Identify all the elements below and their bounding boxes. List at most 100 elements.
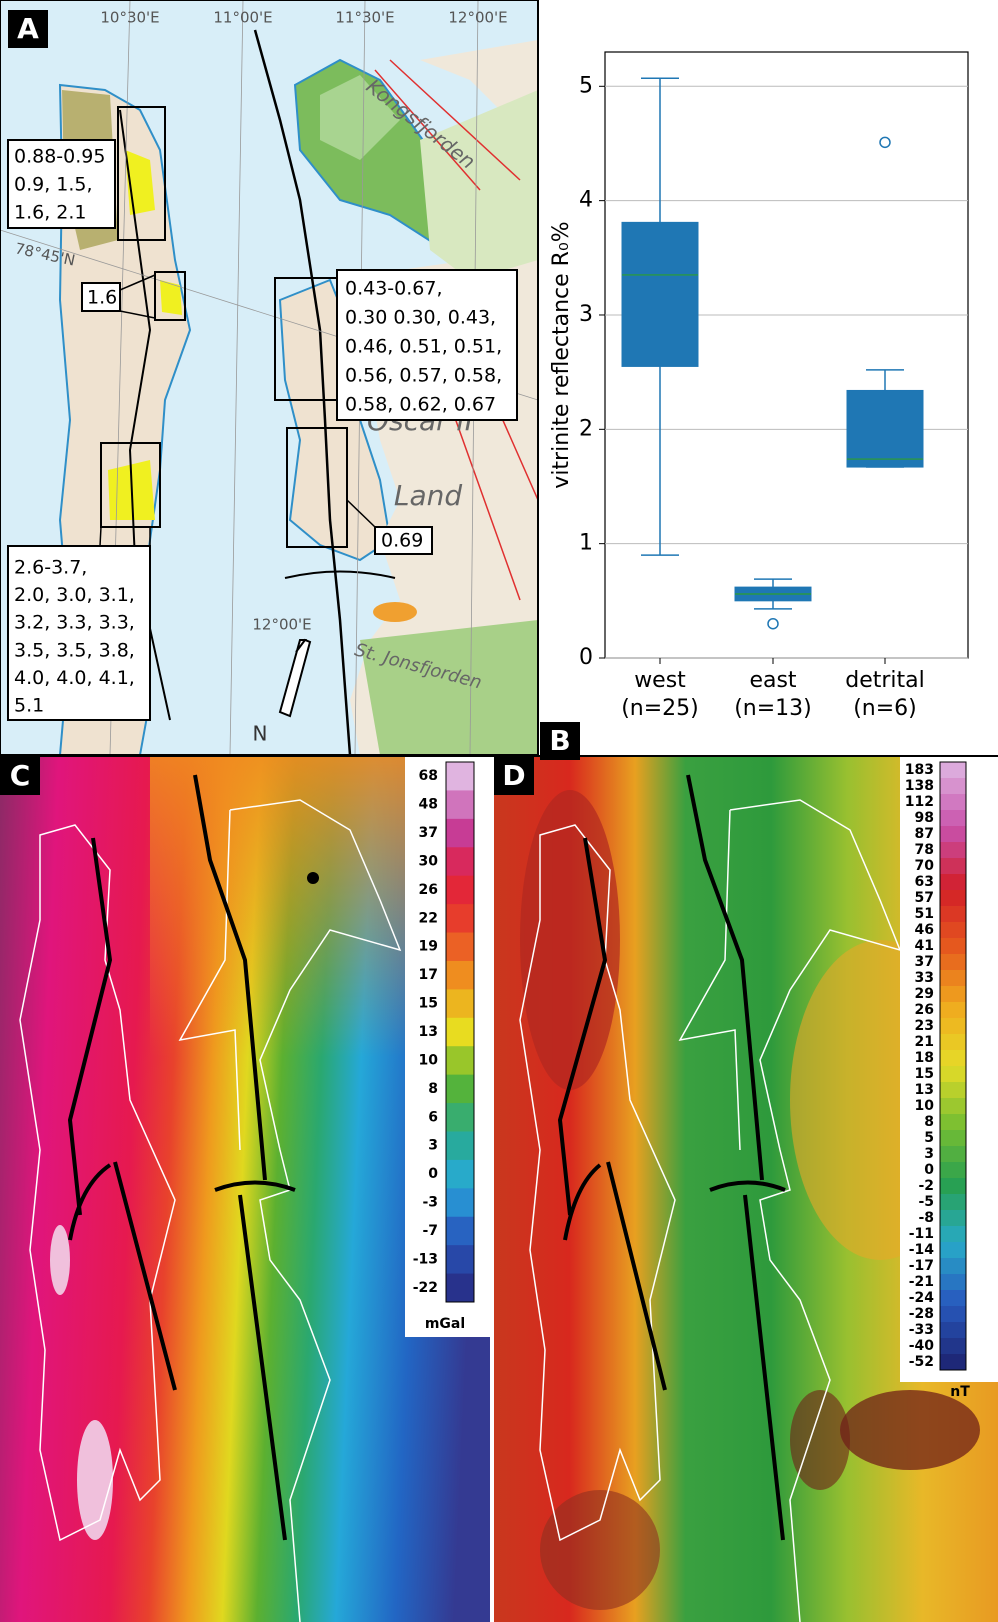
annotation-box [81, 282, 121, 312]
colorbar-cell [446, 818, 474, 848]
y-tick-label: 1 [579, 531, 593, 556]
colorbar-label: -21 [909, 1274, 934, 1290]
colorbar-label: -11 [909, 1226, 934, 1242]
colorbar-label: -22 [413, 1280, 438, 1296]
x-tick-label: (n=13) [734, 696, 812, 721]
colorbar-label: 78 [915, 842, 934, 858]
annotation-text: 0.58, 0.62, 0.67 [345, 394, 496, 416]
colorbar-label: 8 [924, 1114, 934, 1130]
colorbar-cell [940, 1194, 966, 1211]
y-tick-label: 0 [579, 645, 593, 670]
annotation-text: 0.88-0.95 [14, 146, 105, 168]
colorbar-frame [939, 761, 967, 1371]
geology-yellow [160, 280, 182, 315]
lon-label: 11°00'E [213, 9, 272, 27]
colorbar-label: 30 [419, 853, 439, 869]
colorbar-cell [940, 922, 966, 939]
colorbar-label: 15 [915, 1066, 934, 1082]
colorbar-cell [446, 1074, 474, 1104]
annotation-box [374, 526, 433, 555]
magnetic-field [790, 1390, 850, 1490]
fault-line [253, 29, 352, 755]
colorbar-cell [940, 1210, 966, 1227]
colorbar-cell [940, 1306, 966, 1323]
colorbar-label: 51 [915, 906, 934, 922]
colorbar-label: 5 [924, 1130, 934, 1146]
colorbar-cell [446, 790, 474, 820]
graticule [109, 0, 479, 755]
annotation-box [7, 545, 151, 721]
colorbar-cell [940, 1338, 966, 1355]
colorbar-label: -52 [909, 1354, 934, 1370]
panel-label: D [502, 759, 525, 792]
panel-label: B [549, 724, 570, 757]
colorbar-cell [940, 1018, 966, 1035]
colorbar-cell [940, 1082, 966, 1099]
colorbar-cell [940, 1130, 966, 1147]
colorbar-label: 48 [419, 797, 438, 813]
colorbar-label: 6 [428, 1109, 438, 1125]
colorbar-label: 17 [419, 967, 438, 983]
colorbar-cell [940, 762, 966, 779]
coastline [519, 824, 676, 1542]
outlier [879, 136, 891, 149]
colorbar-cell [446, 1245, 474, 1275]
colorbar-label: -8 [918, 1210, 934, 1226]
colorbar-cell [940, 1226, 966, 1243]
colorbar-label: -24 [909, 1290, 935, 1306]
colorbar-cell [940, 1242, 966, 1259]
annotation-text: 3.5, 3.5, 3.8, [14, 639, 135, 661]
colorbar-cell [940, 938, 966, 955]
colorbar-cell [940, 1114, 966, 1131]
colorbar-label: 138 [905, 778, 934, 794]
colorbar-cell [446, 932, 474, 962]
colorbar-cell [940, 842, 966, 859]
colorbar-cell [940, 1050, 966, 1067]
colorbar-cell [446, 875, 474, 905]
lon-label: 11°30'E [335, 9, 394, 27]
colorbar-label: -13 [413, 1251, 438, 1267]
colorbar-cell [940, 1258, 966, 1275]
panel-label-box [540, 722, 580, 760]
colorbar-label: 19 [419, 939, 438, 955]
annotation-text: 1.6 [87, 287, 117, 309]
colorbar-cell [940, 1146, 966, 1163]
colorbar-label: 46 [915, 922, 934, 938]
gravity-field [77, 1420, 113, 1540]
x-tick-label: (n=25) [621, 696, 699, 721]
north-label: N [253, 722, 268, 746]
colorbar-label: 18 [915, 1050, 934, 1066]
colorbar-cell [940, 874, 966, 891]
colorbar-unit: mGal [425, 1316, 465, 1332]
colorbar-label: 10 [419, 1052, 439, 1068]
sample-area [286, 427, 348, 548]
colorbar-label: 57 [915, 890, 934, 906]
panel-label-box [494, 757, 534, 795]
lon-label: 12°00'E [252, 616, 311, 634]
colorbar-cell [446, 1159, 474, 1189]
colorbar-cell [940, 970, 966, 987]
y-tick-label: 2 [579, 416, 593, 441]
y-tick-label: 4 [579, 188, 593, 213]
annotation-box [7, 139, 116, 229]
colorbar-label: -14 [909, 1242, 935, 1258]
colorbar-label: 29 [915, 986, 934, 1002]
colorbar-label: 0 [924, 1162, 934, 1178]
annotation-text: 0.69 [381, 530, 423, 552]
colorbar-cell [446, 1216, 474, 1246]
magnetic-field [840, 1390, 980, 1470]
colorbar-cell [446, 847, 474, 877]
colorbar-cell [446, 1188, 474, 1218]
annotation-text: 3.2, 3.3, 3.3, [14, 612, 135, 634]
fault-line [67, 774, 296, 1541]
colorbar-label: 33 [915, 970, 934, 986]
annotation-text: 0.9, 1.5, [14, 174, 93, 196]
colorbar-label: 10 [915, 1098, 935, 1114]
colorbar-label: 183 [905, 762, 934, 778]
box [846, 389, 924, 468]
colorbar-label: 26 [419, 882, 438, 898]
geology-east [420, 90, 538, 280]
box [621, 221, 699, 367]
